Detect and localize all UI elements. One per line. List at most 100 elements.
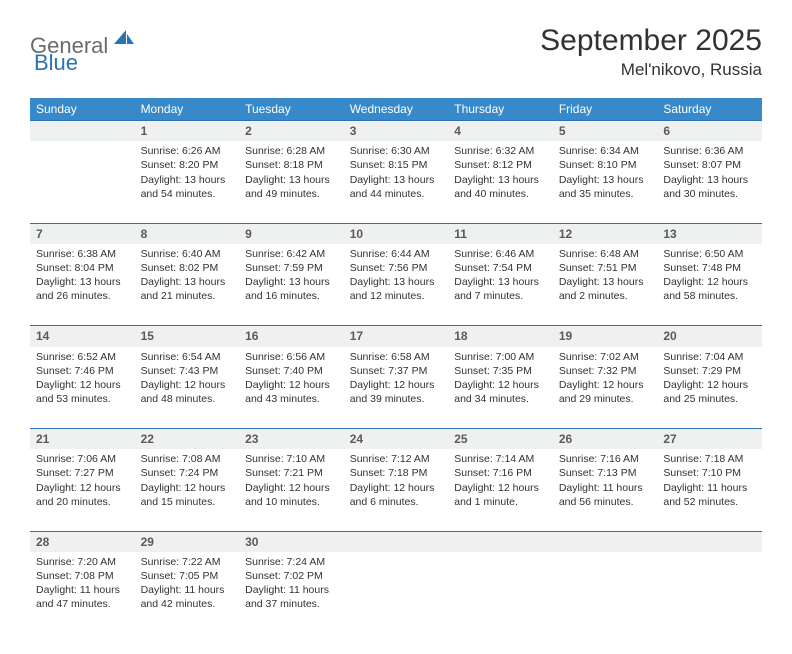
daylight-text-1: Daylight: 12 hours xyxy=(245,481,338,495)
sunset-text: Sunset: 7:32 PM xyxy=(559,364,652,378)
day-number: 25 xyxy=(448,429,553,450)
sunset-text: Sunset: 8:07 PM xyxy=(663,158,756,172)
day-number: 6 xyxy=(657,121,762,142)
sunset-text: Sunset: 7:21 PM xyxy=(245,466,338,480)
daylight-text-2: and 52 minutes. xyxy=(663,495,756,509)
daylight-text-1: Daylight: 13 hours xyxy=(559,173,652,187)
day-number: 17 xyxy=(344,326,449,347)
day-cell: Sunrise: 6:26 AMSunset: 8:20 PMDaylight:… xyxy=(135,141,240,223)
sunset-text: Sunset: 7:29 PM xyxy=(663,364,756,378)
daylight-text-2: and 37 minutes. xyxy=(245,597,338,611)
day-cell xyxy=(553,552,658,634)
location-text: Mel'nikovo, Russia xyxy=(540,60,762,80)
daylight-text-2: and 2 minutes. xyxy=(559,289,652,303)
daylight-text-1: Daylight: 12 hours xyxy=(350,481,443,495)
day-info-row: Sunrise: 6:52 AMSunset: 7:46 PM Daylight:… xyxy=(30,347,762,429)
day-number: 11 xyxy=(448,223,553,244)
day-cell: Sunrise: 7:14 AMSunset: 7:16 PMDaylight:… xyxy=(448,449,553,531)
daylight-text-1: Daylight: 12 hours xyxy=(454,378,547,392)
daylight-text-1: Daylight: 13 hours xyxy=(454,275,547,289)
day-cell: Sunrise: 6:48 AMSunset: 7:51 PMDaylight:… xyxy=(553,244,658,326)
daylight-text-1: Daylight: 12 hours xyxy=(141,378,234,392)
sunset-text: Sunset: 7:46 PM xyxy=(36,364,129,378)
daylight-text-2: and 58 minutes. xyxy=(663,289,756,303)
sunrise-text: Sunrise: 6:52 AM xyxy=(36,350,129,364)
daylight-text-2: and 34 minutes. xyxy=(454,392,547,406)
day-number: 4 xyxy=(448,121,553,142)
sunrise-text: Sunrise: 7:24 AM xyxy=(245,555,338,569)
day-cell: Sunrise: 6:36 AMSunset: 8:07 PMDaylight:… xyxy=(657,141,762,223)
day-cell: Sunrise: 7:20 AMSunset: 7:08 PMDaylight:… xyxy=(30,552,135,634)
daylight-text-1: Daylight: 11 hours xyxy=(663,481,756,495)
sunset-text: Sunset: 8:15 PM xyxy=(350,158,443,172)
daylight-text-2: and 26 minutes. xyxy=(36,289,129,303)
daylight-text-2: and 48 minutes. xyxy=(141,392,234,406)
daylight-text-1: Daylight: 13 hours xyxy=(350,173,443,187)
weekday-header: Thursday xyxy=(448,98,553,121)
sunrise-text: Sunrise: 7:16 AM xyxy=(559,452,652,466)
daylight-text-2: and 30 minutes. xyxy=(663,187,756,201)
daylight-text-2: and 40 minutes. xyxy=(454,187,547,201)
day-cell: Sunrise: 7:06 AMSunset: 7:27 PMDaylight:… xyxy=(30,449,135,531)
day-cell: Sunrise: 6:54 AMSunset: 7:43 PMDaylight:… xyxy=(135,347,240,429)
day-number: 24 xyxy=(344,429,449,450)
sunset-text: Sunset: 7:43 PM xyxy=(141,364,234,378)
day-number: 21 xyxy=(30,429,135,450)
sunrise-text: Sunrise: 6:36 AM xyxy=(663,144,756,158)
sunset-text: Sunset: 7:56 PM xyxy=(350,261,443,275)
sunrise-text: Sunrise: 6:54 AM xyxy=(141,350,234,364)
day-cell: Sunrise: 7:00 AMSunset: 7:35 PMDaylight:… xyxy=(448,347,553,429)
sunset-text: Sunset: 7:54 PM xyxy=(454,261,547,275)
sunset-text: Sunset: 7:59 PM xyxy=(245,261,338,275)
day-number: 14 xyxy=(30,326,135,347)
calendar-table: Sunday Monday Tuesday Wednesday Thursday… xyxy=(30,98,762,634)
weekday-header: Saturday xyxy=(657,98,762,121)
daylight-text-2: and 16 minutes. xyxy=(245,289,338,303)
sunrise-text: Sunrise: 6:34 AM xyxy=(559,144,652,158)
day-info-row: Sunrise: 7:06 AMSunset: 7:27 PM Daylight:… xyxy=(30,449,762,531)
day-cell: Sunrise: 6:30 AMSunset: 8:15 PMDaylight:… xyxy=(344,141,449,223)
daylight-text-1: Daylight: 12 hours xyxy=(663,275,756,289)
day-cell: Sunrise: 7:02 AMSunset: 7:32 PMDaylight:… xyxy=(553,347,658,429)
sunrise-text: Sunrise: 7:20 AM xyxy=(36,555,129,569)
day-number xyxy=(553,531,658,552)
day-info-row: Sunrise: 6:26 AMSunset: 8:20 PMDaylight:… xyxy=(30,141,762,223)
day-number: 9 xyxy=(239,223,344,244)
sunset-text: Sunset: 7:48 PM xyxy=(663,261,756,275)
sunrise-text: Sunrise: 7:22 AM xyxy=(141,555,234,569)
day-number: 22 xyxy=(135,429,240,450)
sunrise-text: Sunrise: 6:42 AM xyxy=(245,247,338,261)
day-number: 12 xyxy=(553,223,658,244)
sunset-text: Sunset: 7:27 PM xyxy=(36,466,129,480)
sunrise-text: Sunrise: 6:44 AM xyxy=(350,247,443,261)
sunrise-text: Sunrise: 7:14 AM xyxy=(454,452,547,466)
daylight-text-2: and 10 minutes. xyxy=(245,495,338,509)
sunrise-text: Sunrise: 7:00 AM xyxy=(454,350,547,364)
day-number: 2 xyxy=(239,121,344,142)
month-title: September 2025 xyxy=(540,24,762,58)
daylight-text-2: and 53 minutes. xyxy=(36,392,129,406)
daylight-text-1: Daylight: 11 hours xyxy=(559,481,652,495)
daylight-text-1: Daylight: 12 hours xyxy=(559,378,652,392)
day-number: 26 xyxy=(553,429,658,450)
sunset-text: Sunset: 8:04 PM xyxy=(36,261,129,275)
day-number: 30 xyxy=(239,531,344,552)
day-number-row: 123456 xyxy=(30,121,762,142)
sunset-text: Sunset: 7:05 PM xyxy=(141,569,234,583)
daylight-text-1: Daylight: 12 hours xyxy=(454,481,547,495)
day-number: 13 xyxy=(657,223,762,244)
day-number: 16 xyxy=(239,326,344,347)
day-number: 5 xyxy=(553,121,658,142)
day-cell xyxy=(448,552,553,634)
sunrise-text: Sunrise: 7:06 AM xyxy=(36,452,129,466)
daylight-text-2: and 44 minutes. xyxy=(350,187,443,201)
day-number-row: 21222324252627 xyxy=(30,429,762,450)
calendar-page: General September 2025 Mel'nikovo, Russi… xyxy=(0,0,792,654)
day-cell: Sunrise: 6:42 AMSunset: 7:59 PMDaylight:… xyxy=(239,244,344,326)
daylight-text-1: Daylight: 13 hours xyxy=(36,275,129,289)
day-number: 10 xyxy=(344,223,449,244)
daylight-text-2: and 47 minutes. xyxy=(36,597,129,611)
sunrise-text: Sunrise: 6:26 AM xyxy=(141,144,234,158)
daylight-text-1: Daylight: 11 hours xyxy=(245,583,338,597)
sunset-text: Sunset: 7:02 PM xyxy=(245,569,338,583)
